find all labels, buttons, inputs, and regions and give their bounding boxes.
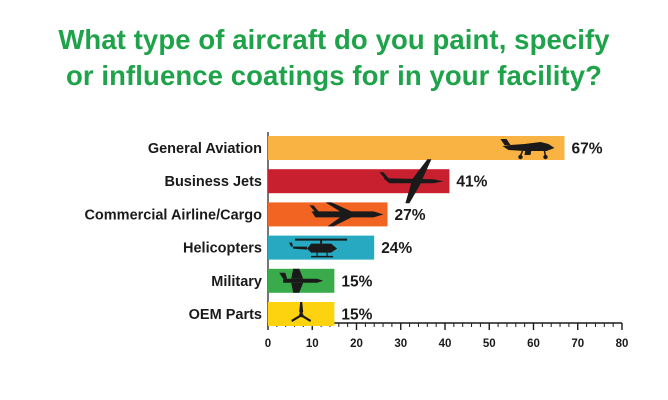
fighter-jet-icon [279,268,324,293]
airliner-icon [309,202,384,227]
bars: General Aviation 67% Business Jets 41% Comme… [84,136,603,326]
value-label: 15% [341,273,372,290]
category-label: Business Jets [164,174,262,190]
category-label: Military [211,274,262,290]
propeller-icon [291,302,312,322]
helicopter-icon [289,238,348,258]
chart-title-line-2: or influence coatings for in your facili… [65,60,603,91]
x-tick-label: 60 [527,338,540,350]
x-tick-label: 10 [306,338,319,350]
category-label: General Aviation [148,141,262,157]
category-label: OEM Parts [189,307,262,323]
x-tick-label: 30 [394,338,407,350]
x-tick-label: 80 [616,338,629,350]
value-label: 27% [394,207,425,224]
x-tick-label: 0 [265,338,271,350]
value-label: 15% [341,307,372,324]
value-label: 41% [456,174,487,191]
value-label: 67% [571,141,602,158]
category-label: Commercial Airline/Cargo [84,207,262,223]
x-tick-label: 70 [571,338,584,350]
business-jet-icon [379,159,444,204]
x-tick-label: 40 [439,338,452,350]
x-tick-label: 50 [483,338,496,350]
chart-title: What type of aircraft do you paint, spec… [0,22,668,94]
category-label: Helicopters [183,241,262,257]
small-plane-icon [500,139,555,160]
x-tick-label: 20 [350,338,363,350]
value-label: 24% [381,240,412,257]
chart-title-line-1: What type of aircraft do you paint, spec… [58,24,610,55]
